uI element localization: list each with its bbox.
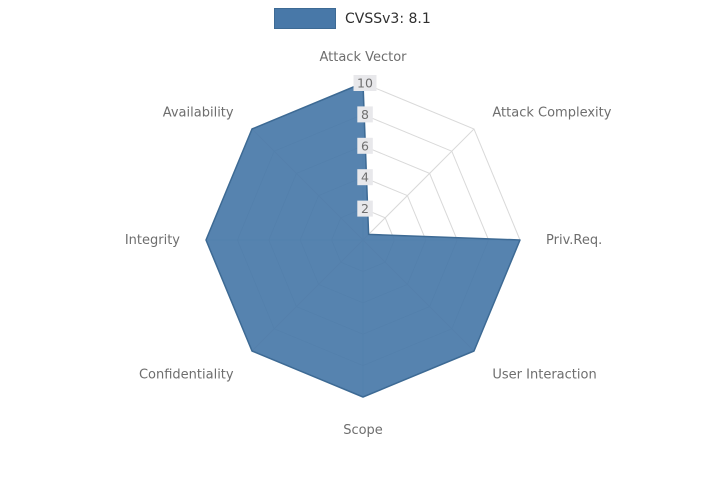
axis-label-priv-req: Priv.Req. xyxy=(546,233,602,248)
legend-swatch xyxy=(274,8,336,29)
axis-label-user-interaction: User Interaction xyxy=(492,367,596,382)
radial-tick-chip xyxy=(357,200,373,217)
radial-tick-label: 4 xyxy=(361,170,369,185)
legend-label: CVSSv3: 8.1 xyxy=(345,10,431,27)
axis-label-availability: Availability xyxy=(163,106,234,121)
axis-label-attack-complexity: Attack Complexity xyxy=(492,106,611,121)
radial-tick-label: 10 xyxy=(357,76,373,91)
radial-tick-chip xyxy=(357,169,373,186)
axis-label-scope: Scope xyxy=(343,423,383,438)
radial-tick-chip xyxy=(357,137,373,154)
axis-label-integrity: Integrity xyxy=(125,233,180,248)
radial-tick-label: 2 xyxy=(361,201,369,216)
axis-label-attack-vector: Attack Vector xyxy=(319,50,407,65)
axis-spoke xyxy=(362,128,475,241)
radar-series-polygon[interactable] xyxy=(205,82,521,398)
radial-tick-chip xyxy=(357,106,373,123)
legend[interactable]: CVSSv3: 8.1 xyxy=(274,8,431,29)
radial-tick-label: 6 xyxy=(361,138,369,153)
axis-label-confidentiality: Confidentiality xyxy=(139,367,234,382)
radial-tick-chip xyxy=(353,75,377,91)
radial-tick-label: 8 xyxy=(361,107,369,122)
